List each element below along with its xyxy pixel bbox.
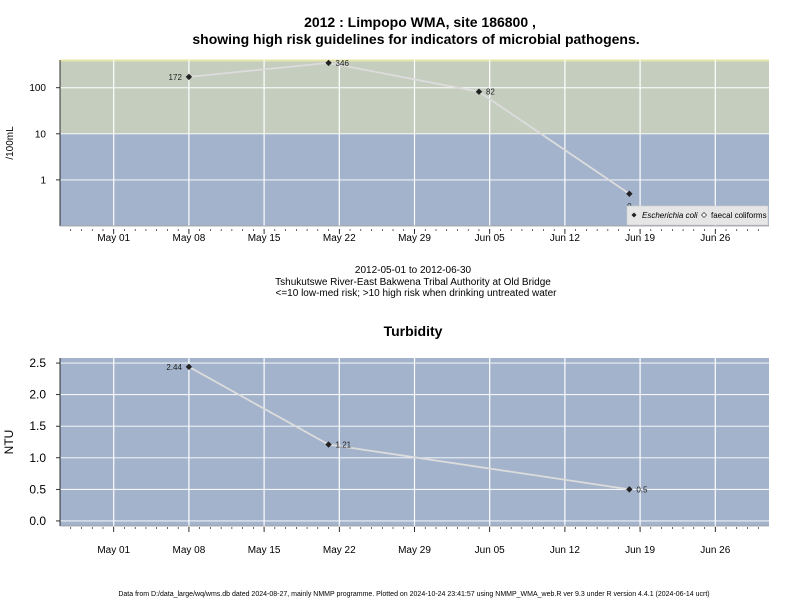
chart2-x-tick-label: Jun 12 [550, 545, 580, 556]
chart1-y-tick-label: 100 [29, 83, 46, 94]
chart1-x-tick-label: Jun 05 [475, 233, 505, 244]
chart2-y-tick-label: 0.0 [29, 514, 46, 528]
chart1-y-tick-label: 1 [40, 175, 46, 186]
chart1-series-line [188, 61, 630, 195]
chart1-x-tick-label: Jun 26 [700, 233, 730, 244]
chart2-title: Turbidity [384, 323, 443, 339]
chart1-x-tick-label: May 22 [323, 233, 356, 244]
date-range-text: 2012-05-01 to 2012-06-30 [355, 265, 472, 276]
chart2-y-tick-label: 2.5 [29, 356, 46, 370]
chart1-y-axis-label: /100mL [5, 126, 16, 160]
chart1-data-point [185, 73, 193, 81]
chart2-y-tick-label: 1.0 [29, 451, 46, 465]
chart2-x-tick-label: Jun 05 [475, 545, 505, 556]
chart2-data-label: 0.5 [636, 485, 648, 494]
chart1-data-point [325, 59, 332, 67]
chart2-x-tick-label: Jun 19 [625, 545, 655, 556]
chart2-x-tick-label: May 08 [173, 545, 206, 556]
chart1-y-tick-label: 10 [35, 129, 47, 140]
legend-marker-faecal-coliforms [701, 212, 707, 218]
chart1-x-tick-label: May 15 [248, 233, 281, 244]
chart1-data-label: 172 [169, 73, 183, 82]
chart1-axes: 1 10 100 May 01 May 08 May 15 May 22 May 29 Jun … [29, 60, 769, 244]
chart2-data-point [626, 486, 633, 493]
chart2-x-tick-label: Jun 26 [700, 545, 730, 556]
chart1-data-point [475, 88, 483, 95]
chart1-x-tick-label: May 01 [97, 233, 130, 244]
legend-label-escherichia-coli: Escherichia coli [642, 211, 698, 220]
chart2-data-point [185, 363, 193, 371]
location-text: Tshukutswe River-East Bakwena Tribal Aut… [275, 277, 551, 288]
risk-note-text: <=10 low-med risk; >10 high risk when dr… [276, 288, 558, 299]
chart2-axes: 0.0 0.5 1.0 1.5 2.0 2.5 May 01 May 08 May 15 May … [29, 356, 769, 556]
footer-note: Data from D:/data_large/wq/wms.db dated … [118, 591, 709, 598]
chart2-data-label: 1.21 [336, 441, 352, 450]
chart1-x-tick-label: May 29 [398, 233, 431, 244]
chart2-y-axis-label: NTU [2, 430, 16, 455]
chart1-title-line2: showing high risk guidelines for indicat… [192, 31, 639, 47]
legend-box [626, 205, 769, 226]
chart2-x-tick-label: May 29 [398, 545, 431, 556]
chart2-data-point [325, 441, 332, 448]
chart1-x-tick-label: May 08 [173, 233, 206, 244]
chart2-x-tick-label: May 15 [248, 545, 281, 556]
chart1-x-tick-label: Jun 19 [625, 233, 655, 244]
legend-marker-escherichia-coli [631, 212, 637, 218]
chart2-data-label: 2.44 [166, 363, 182, 372]
chart2-y-tick-label: 1.5 [29, 419, 46, 433]
chart2-y-tick-label: 2.0 [29, 388, 46, 402]
chart2-x-tick-label: May 01 [97, 545, 130, 556]
chart1-legend: Escherichia coli faecal coliforms [626, 205, 769, 226]
chart1-x-tick-label: Jun 12 [550, 233, 580, 244]
chart2-x-tick-label: May 22 [323, 545, 356, 556]
chart2-series: 2.44 1.21 0.5 [166, 363, 648, 495]
chart1-data-label: 346 [336, 59, 350, 68]
chart1-gridlines [60, 60, 769, 226]
chart1-data-point [626, 190, 633, 197]
chart1-data-label: 82 [486, 88, 495, 97]
chart2-y-tick-label: 0.5 [29, 482, 46, 496]
legend-label-faecal-coliforms: faecal coliforms [711, 211, 767, 220]
chart1-title-line1: 2012 : Limpopo WMA, site 186800 , [304, 14, 536, 30]
